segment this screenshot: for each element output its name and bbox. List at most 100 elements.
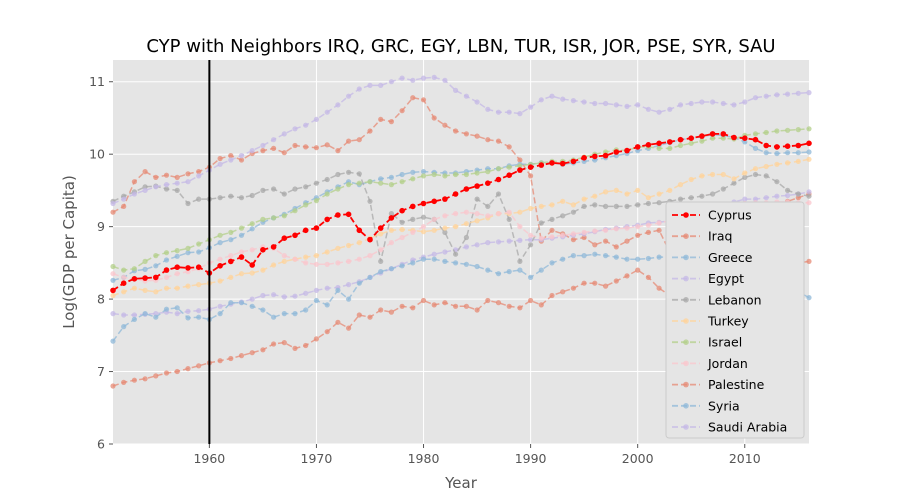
data-point [474,99,480,105]
legend-swatch-marker [683,233,689,239]
data-point [228,274,234,280]
legend-swatch-marker [683,360,689,367]
data-point [217,195,223,201]
data-point [442,173,448,179]
data-point [752,171,759,178]
data-point [121,324,127,330]
legend-item: Cyprus [672,208,752,223]
data-point [485,267,491,273]
data-point [217,303,223,309]
data-point [121,274,127,280]
data-point [196,363,202,369]
data-point [549,260,555,266]
data-point [603,253,609,259]
data-point [431,302,437,308]
data-point [474,196,480,202]
data-point [463,131,469,137]
data-point [131,191,137,197]
legend-label: Jordan [707,356,748,371]
data-point [570,231,577,237]
data-point [388,240,394,246]
data-point [121,203,127,209]
data-point [228,237,234,243]
data-point [367,128,373,134]
data-point [185,265,191,271]
data-point [710,191,716,197]
data-point [249,262,255,268]
data-point [656,220,662,226]
data-point [442,122,448,128]
data-point [677,196,684,202]
data-point [335,287,341,293]
data-point [260,216,266,222]
data-point [795,195,801,201]
data-point [142,184,148,190]
data-point [356,280,362,286]
data-point [121,379,127,385]
data-point [613,203,619,209]
data-point [485,137,491,143]
data-point [474,211,480,217]
data-point [121,267,127,273]
data-point [163,182,170,188]
data-point [453,224,459,230]
data-point [335,186,341,192]
data-point [774,150,780,157]
data-point [506,172,512,178]
data-point [388,215,395,221]
data-point [474,170,480,176]
data-point [506,164,512,170]
data-point [303,290,309,296]
data-point [635,232,641,238]
data-point [635,256,641,262]
data-point [613,102,619,108]
data-point [238,254,245,260]
data-point [153,184,159,190]
data-point [238,300,245,306]
data-point [549,202,555,208]
data-point [806,156,812,162]
data-point [260,187,266,193]
data-point [131,377,137,383]
data-point [495,211,502,217]
data-point [249,350,255,356]
data-point [549,292,555,299]
legend-item: Egypt [672,271,744,286]
y-tick-label: 11 [89,74,105,89]
data-point [645,200,652,207]
data-point [517,157,523,163]
data-point [613,187,619,193]
data-point [281,294,287,300]
data-point [356,227,363,234]
data-point [346,282,352,288]
data-point [613,244,619,250]
data-point [228,253,234,259]
data-point [699,138,705,144]
data-point [249,247,255,253]
data-point [527,164,534,170]
data-point [549,93,555,99]
data-point [667,106,673,112]
data-point [356,86,362,92]
x-tick-label: 2000 [622,451,654,466]
data-point [196,196,202,202]
data-point [560,256,566,262]
data-point [688,140,694,146]
data-point [656,285,662,291]
data-point [174,271,180,277]
data-point [281,253,287,259]
legend-label: Cyprus [708,208,752,223]
data-point [506,238,512,244]
data-point [453,260,459,266]
data-point [163,257,170,263]
data-point [153,314,159,320]
data-point [142,376,148,382]
legend-swatch-marker [683,339,689,346]
legend-swatch-marker [683,297,689,303]
legend-label: Iraq [708,229,732,244]
legend-swatch-marker [683,381,689,388]
data-point [624,103,630,109]
data-point [538,162,545,168]
data-point [303,254,309,260]
data-point [774,144,780,150]
